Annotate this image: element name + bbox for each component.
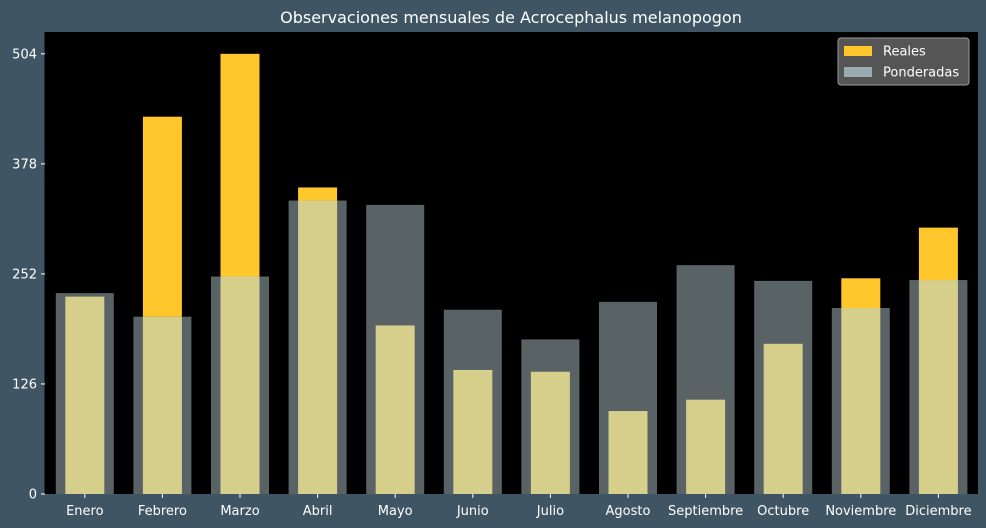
bar-reales-overlap-abril <box>298 200 338 494</box>
bar-reales-overlap-marzo <box>220 276 260 494</box>
bar-reales-overlap-noviembre <box>841 307 881 494</box>
y-tick-label: 504 <box>12 47 37 62</box>
x-tick-label: Julio <box>536 504 564 519</box>
plot-area <box>45 32 978 494</box>
real-bars <box>65 53 958 494</box>
bar-reales-abril <box>298 187 338 201</box>
x-tick-label: Diciembre <box>905 504 971 519</box>
x-tick-label: Agosto <box>606 504 651 519</box>
bar-reales-overlap-octubre <box>763 343 803 494</box>
bar-reales-overlap-julio <box>530 371 570 494</box>
legend-swatch-reales <box>844 46 872 56</box>
bar-reales-febrero <box>142 116 182 317</box>
bar-reales-overlap-mayo <box>375 325 415 494</box>
bar-reales-overlap-febrero <box>142 316 182 494</box>
x-axis: Enero Febrero Marzo Abril Mayo Junio Julio Agos… <box>66 494 972 519</box>
legend: Reales Ponderadas <box>837 37 970 86</box>
y-tick-label: 378 <box>12 157 37 172</box>
bar-reales-overlap-junio <box>453 369 493 494</box>
bar-reales-overlap-diciembre <box>918 280 958 494</box>
bar-reales-diciembre <box>918 227 958 281</box>
y-tick-label: 126 <box>12 377 37 392</box>
y-tick-label: 0 <box>29 488 37 503</box>
bar-reales-overlap-agosto <box>608 411 648 494</box>
bar-reales-overlap-septiembre <box>686 399 726 494</box>
legend-label-reales: Reales <box>883 45 926 60</box>
bar-reales-noviembre <box>841 278 881 308</box>
x-tick-label: Septiembre <box>668 504 743 519</box>
x-tick-label: Mayo <box>378 504 413 519</box>
x-tick-label: Abril <box>303 504 333 519</box>
chart-title: Observaciones mensuales de Acrocephalus … <box>280 8 742 27</box>
x-tick-label: Noviembre <box>825 504 896 519</box>
x-tick-label: Enero <box>66 504 104 519</box>
legend-label-ponderadas: Ponderadas <box>883 66 959 81</box>
x-tick-label: Marzo <box>220 504 259 519</box>
x-tick-label: Octubre <box>757 504 809 519</box>
legend-swatch-ponderadas <box>844 67 872 77</box>
bar-reales-overlap-enero <box>65 296 105 494</box>
x-tick-label: Junio <box>456 504 489 519</box>
bar-reales-marzo <box>220 53 260 277</box>
y-tick-label: 252 <box>12 267 37 282</box>
y-axis: 0 126 252 378 504 <box>12 32 46 503</box>
x-tick-label: Febrero <box>138 504 187 519</box>
